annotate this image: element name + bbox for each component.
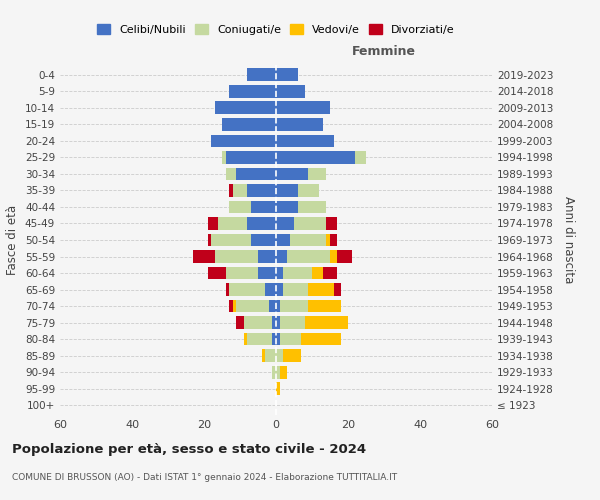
Bar [247,68,276,82]
Bar [215,250,258,263]
Bar [276,382,280,395]
Bar [276,134,334,147]
Bar [326,217,337,230]
Bar [258,250,276,263]
Bar [226,266,258,280]
Bar [247,217,276,230]
Y-axis label: Fasce di età: Fasce di età [7,205,19,275]
Bar [276,332,280,345]
Bar [283,349,301,362]
Bar [276,102,330,114]
Bar [280,316,305,329]
Bar [276,316,280,329]
Bar [222,118,276,131]
Bar [229,300,233,312]
Bar [323,266,337,280]
Bar [233,300,236,312]
Bar [326,234,330,246]
Bar [308,300,341,312]
Bar [337,250,352,263]
Bar [244,316,272,329]
Bar [355,151,366,164]
Bar [251,200,276,213]
Bar [251,234,276,246]
Bar [330,250,337,263]
Bar [298,184,319,197]
Bar [211,234,251,246]
Bar [276,200,298,213]
Bar [229,283,265,296]
Bar [236,300,269,312]
Bar [222,151,226,164]
Bar [269,300,276,312]
Bar [276,366,280,378]
Bar [244,332,247,345]
Text: Femmine: Femmine [352,45,416,58]
Bar [308,168,326,180]
Bar [265,349,276,362]
Bar [226,168,236,180]
Bar [258,266,276,280]
Bar [280,300,308,312]
Bar [330,234,337,246]
Bar [233,184,247,197]
Bar [276,300,280,312]
Bar [276,118,323,131]
Bar [280,332,301,345]
Bar [211,134,276,147]
Bar [298,200,326,213]
Bar [290,234,326,246]
Bar [301,332,341,345]
Bar [236,316,244,329]
Bar [276,151,355,164]
Bar [276,349,283,362]
Bar [276,250,287,263]
Bar [294,217,326,230]
Legend: Celibi/Nubili, Coniugati/e, Vedovi/e, Divorziati/e: Celibi/Nubili, Coniugati/e, Vedovi/e, Di… [95,22,457,37]
Bar [276,168,308,180]
Bar [276,85,305,98]
Bar [276,266,283,280]
Bar [272,332,276,345]
Bar [236,168,276,180]
Bar [312,266,323,280]
Text: Popolazione per età, sesso e stato civile - 2024: Popolazione per età, sesso e stato civil… [12,442,366,456]
Bar [283,266,312,280]
Bar [334,283,341,296]
Text: COMUNE DI BRUSSON (AO) - Dati ISTAT 1° gennaio 2024 - Elaborazione TUTTITALIA.IT: COMUNE DI BRUSSON (AO) - Dati ISTAT 1° g… [12,472,397,482]
Bar [226,151,276,164]
Bar [229,200,251,213]
Bar [229,184,233,197]
Bar [262,349,265,362]
Bar [280,366,287,378]
Bar [208,234,211,246]
Bar [276,68,298,82]
Bar [305,316,348,329]
Bar [218,217,247,230]
Bar [276,234,290,246]
Bar [193,250,215,263]
Bar [276,217,294,230]
Y-axis label: Anni di nascita: Anni di nascita [562,196,575,284]
Bar [247,332,272,345]
Bar [272,316,276,329]
Bar [287,250,330,263]
Bar [229,85,276,98]
Bar [215,102,276,114]
Bar [272,366,276,378]
Bar [226,283,229,296]
Bar [283,283,308,296]
Bar [208,266,226,280]
Bar [208,217,218,230]
Bar [247,184,276,197]
Bar [308,283,334,296]
Bar [276,283,283,296]
Bar [265,283,276,296]
Bar [276,184,298,197]
